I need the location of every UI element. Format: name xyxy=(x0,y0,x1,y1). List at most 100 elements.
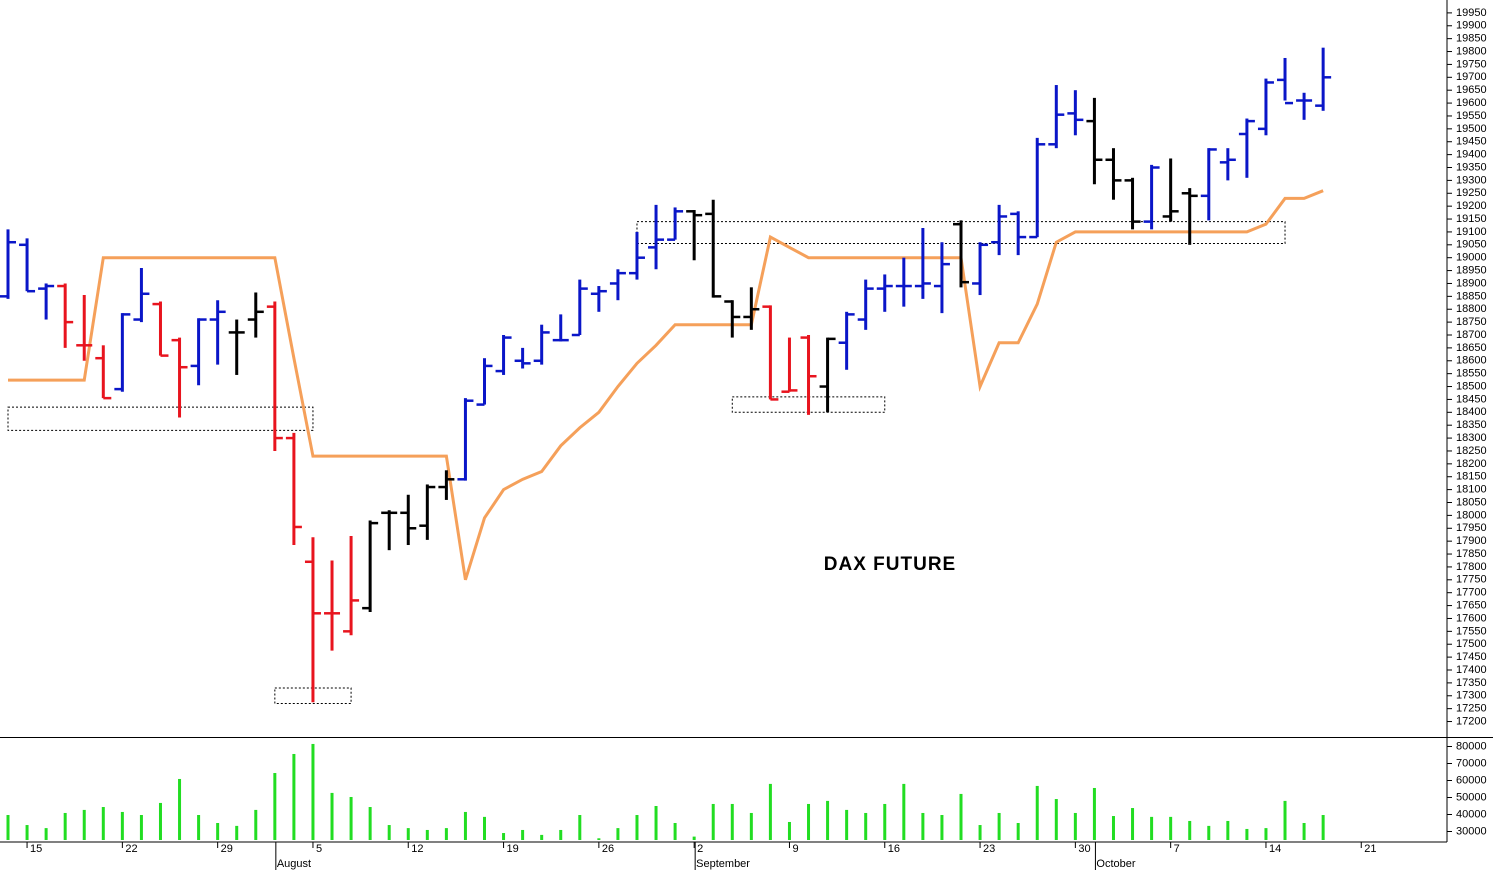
volume-bar xyxy=(273,773,277,840)
volume-bar xyxy=(826,800,830,840)
volume-bar xyxy=(997,812,1001,840)
x-tick-label: 23 xyxy=(983,843,995,855)
x-tick-label: 15 xyxy=(30,843,42,855)
y-tick-label: 17500 xyxy=(1456,638,1487,650)
volume-bar xyxy=(730,803,734,840)
volume-bar xyxy=(368,807,372,840)
volume-bar xyxy=(1035,785,1039,840)
volume-bar xyxy=(349,796,353,840)
volume-bar xyxy=(940,815,944,840)
y-tick-label: 17950 xyxy=(1456,522,1487,534)
y-tick-label: 18150 xyxy=(1456,471,1487,483)
volume-bar xyxy=(521,829,525,840)
volume-bar xyxy=(387,825,391,840)
volume-bar xyxy=(311,743,315,840)
zone xyxy=(7,406,314,431)
y-tick-label: 19550 xyxy=(1456,110,1487,122)
y-tick-label: 19200 xyxy=(1456,200,1487,212)
volume-bar xyxy=(63,812,67,840)
y-tick-label: 18350 xyxy=(1456,419,1487,431)
volume-bar xyxy=(1283,800,1287,840)
volume-bar xyxy=(1054,799,1058,840)
volume-bar xyxy=(25,825,29,840)
y-tick-label: 18200 xyxy=(1456,458,1487,470)
y-tick-label: 19050 xyxy=(1456,239,1487,251)
y-tick-label: 19400 xyxy=(1456,149,1487,161)
x-tick-label: 19 xyxy=(507,843,519,855)
y-tick-label: 18500 xyxy=(1456,380,1487,392)
y-tick-label: 18550 xyxy=(1456,368,1487,380)
volume-bar xyxy=(425,829,429,840)
y-tick-label: 80000 xyxy=(1456,740,1487,752)
volume-bar xyxy=(921,812,925,840)
y-tick-label: 18050 xyxy=(1456,496,1487,508)
y-tick-label: 19650 xyxy=(1456,84,1487,96)
y-tick-label: 19150 xyxy=(1456,213,1487,225)
volume-bar xyxy=(1150,816,1154,840)
volume-bar xyxy=(139,815,143,840)
annotation: DAX FUTURE xyxy=(824,554,956,575)
volume-bar xyxy=(692,836,696,840)
y-tick-label: 18900 xyxy=(1456,277,1487,289)
volume-bar xyxy=(1016,823,1020,840)
x-tick-label: 22 xyxy=(125,843,137,855)
volume-bar xyxy=(578,815,582,840)
volume-bar xyxy=(235,825,239,840)
volume-bar xyxy=(483,816,486,840)
overlay-line xyxy=(8,189,1324,581)
month-label: August xyxy=(277,858,311,870)
volume-bar xyxy=(197,815,201,840)
volume-bar xyxy=(749,812,753,840)
y-tick-label: 18650 xyxy=(1456,342,1487,354)
y-tick-label: 19350 xyxy=(1456,161,1487,173)
volume-bar xyxy=(120,811,124,840)
y-tick-label: 18300 xyxy=(1456,432,1487,444)
volume-bar xyxy=(1111,816,1115,840)
y-tick-label: 18400 xyxy=(1456,406,1487,418)
y-tick-label: 19800 xyxy=(1456,45,1487,57)
y-tick-label: 17700 xyxy=(1456,587,1487,599)
volume-bar xyxy=(82,809,86,840)
volume-bar xyxy=(178,778,182,840)
volume-bar xyxy=(1321,815,1325,840)
y-tick-label: 17450 xyxy=(1456,651,1487,663)
y-tick-label: 40000 xyxy=(1456,808,1487,820)
y-tick-label: 17850 xyxy=(1456,548,1487,560)
x-tick-label: 2 xyxy=(697,843,703,855)
volume-bar xyxy=(1188,820,1192,840)
y-tick-label: 17650 xyxy=(1456,599,1487,611)
volume-bar xyxy=(1302,823,1306,840)
volume-bar xyxy=(292,753,296,840)
x-tick-label: 30 xyxy=(1078,843,1090,855)
volume-bar xyxy=(1264,828,1268,840)
y-tick-label: 18000 xyxy=(1456,509,1487,521)
y-tick-label: 19250 xyxy=(1456,187,1487,199)
y-tick-label: 19700 xyxy=(1456,71,1487,83)
volume-bar xyxy=(463,811,467,840)
volume-bar xyxy=(597,838,601,840)
volume-bar xyxy=(978,825,982,840)
y-tick-label: 18600 xyxy=(1456,355,1487,367)
y-tick-label: 19100 xyxy=(1456,226,1487,238)
zone xyxy=(274,687,352,704)
volume-bar xyxy=(1207,825,1211,840)
volume-bar xyxy=(959,793,963,840)
y-tick-label: 19500 xyxy=(1456,123,1487,135)
volume-bar xyxy=(902,783,906,840)
x-tick-label: 9 xyxy=(792,843,798,855)
volume-bar xyxy=(101,807,105,840)
volume-bar xyxy=(787,821,791,840)
y-tick-label: 70000 xyxy=(1456,757,1487,769)
volume-bar xyxy=(1131,808,1135,840)
volume-bar xyxy=(654,806,658,840)
y-tick-label: 17600 xyxy=(1456,612,1487,624)
x-tick-label: 16 xyxy=(888,843,900,855)
volume-bar xyxy=(845,809,849,840)
y-tick-label: 18750 xyxy=(1456,316,1487,328)
volume-bar xyxy=(616,828,620,840)
volume-bar xyxy=(1226,820,1230,840)
y-tick-label: 17550 xyxy=(1456,625,1487,637)
volume-bar xyxy=(254,809,258,840)
